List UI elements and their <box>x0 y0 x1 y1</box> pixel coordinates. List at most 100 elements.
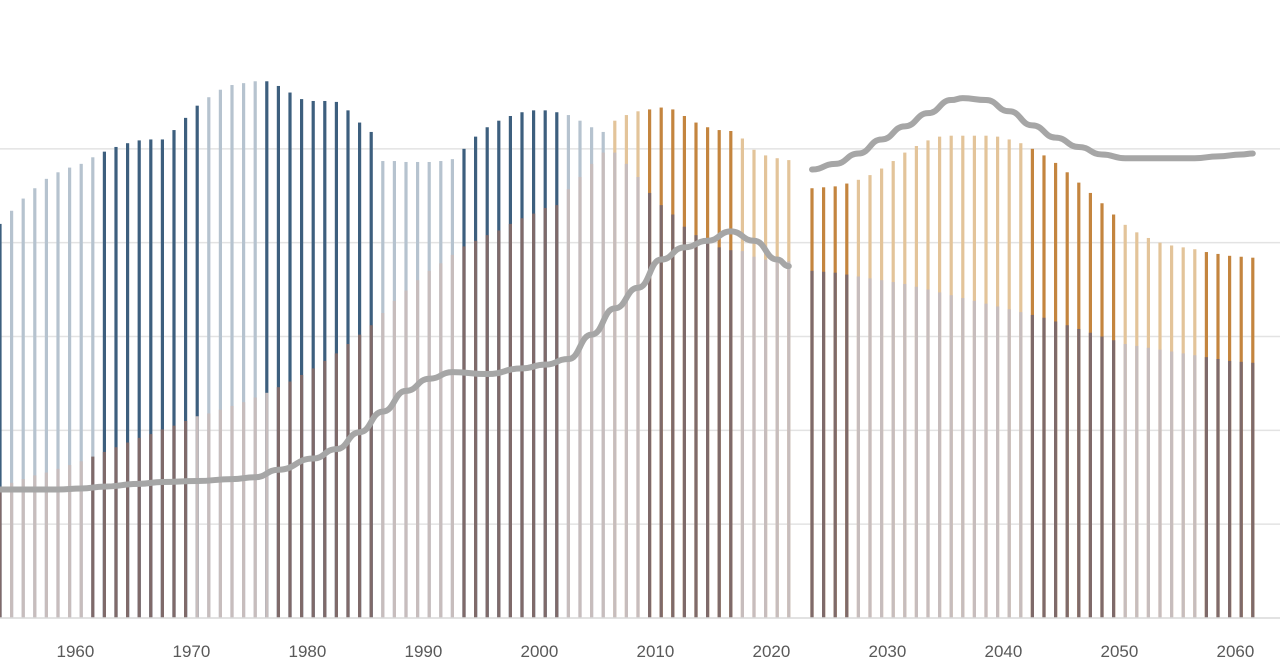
bar-lower <box>914 286 918 618</box>
bar-upper <box>149 139 153 618</box>
bar-lower <box>21 479 25 618</box>
bar-lower <box>218 409 222 618</box>
bar-upper <box>253 81 257 619</box>
bar-lower <box>311 368 315 618</box>
bar-upper <box>195 105 199 619</box>
gridlines <box>0 148 1280 525</box>
trend-line <box>0 95 1256 493</box>
bar-lower <box>752 256 756 618</box>
bar-lower <box>416 280 420 618</box>
bar-lower <box>207 413 211 618</box>
bar-lower <box>706 242 710 618</box>
bar-lower <box>1158 349 1162 618</box>
bar-lower <box>33 475 37 618</box>
x-tick-label: 1980 <box>288 642 326 661</box>
bar-lower <box>508 223 512 618</box>
bar-lower <box>590 163 594 618</box>
bar-lower <box>369 325 373 618</box>
bar-lower <box>740 251 744 618</box>
bar-lower <box>300 374 304 618</box>
x-tick-label: 2010 <box>636 642 674 661</box>
bar-lower <box>1042 317 1046 618</box>
bar-lower <box>1077 328 1081 618</box>
bar-lower <box>427 270 431 618</box>
bar-lower <box>787 261 791 618</box>
bar-upper <box>0 223 2 618</box>
bar-lower <box>91 456 95 618</box>
bar-lower <box>1239 361 1243 618</box>
bar-lower <box>1065 325 1069 618</box>
bar-upper <box>242 83 246 618</box>
trend-line-segment <box>809 95 1256 173</box>
bar-upper <box>230 85 234 618</box>
bar-lower <box>439 263 443 618</box>
bar-lower <box>972 300 976 618</box>
bar-lower <box>984 303 988 618</box>
bar-lower <box>671 214 675 618</box>
bar-lower <box>184 420 188 618</box>
bar-lower <box>79 461 83 618</box>
bar-lower <box>1204 357 1208 618</box>
bar-upper <box>126 143 130 618</box>
bar-lower <box>10 482 14 618</box>
bar-lower <box>346 344 350 618</box>
bar-lower <box>1054 321 1058 618</box>
bar-lower <box>404 290 408 618</box>
bar-lower <box>288 381 292 618</box>
bar-upper <box>323 100 327 618</box>
bar-lower <box>601 152 605 618</box>
bar-lower <box>764 259 768 618</box>
bar-lower <box>845 274 849 618</box>
bar-lower <box>555 205 559 618</box>
bar-lower <box>613 152 617 618</box>
bar-lower <box>891 282 895 618</box>
bar-upper <box>207 97 211 619</box>
bar-lower <box>242 402 246 618</box>
bar-lower <box>323 360 327 618</box>
bar-lower <box>0 486 2 618</box>
bar-lower <box>520 218 524 618</box>
bar-lower <box>149 434 153 618</box>
x-tick-label: 1970 <box>172 642 210 661</box>
bar-lower <box>126 442 130 618</box>
bar-lower <box>462 246 466 619</box>
bar-lower <box>102 451 106 618</box>
bar-lower <box>659 205 663 618</box>
bar-upper <box>68 167 72 618</box>
bar-lower <box>996 306 1000 618</box>
bar-lower <box>1030 314 1034 618</box>
bar-lower <box>810 270 814 618</box>
bars <box>0 81 1255 619</box>
bar-lower <box>949 295 953 618</box>
bar-lower <box>44 472 48 618</box>
bar-lower <box>833 272 837 618</box>
bar-lower <box>636 176 640 618</box>
bar-lower <box>1228 360 1232 618</box>
bar-lower <box>56 468 60 618</box>
bar-lower <box>137 437 141 618</box>
bar-lower <box>729 250 733 618</box>
x-tick-label: 2030 <box>868 642 906 661</box>
bar-lower <box>485 235 489 618</box>
bar-lower <box>532 213 536 618</box>
bar-upper <box>91 157 95 619</box>
bar-upper <box>10 210 14 618</box>
bar-lower <box>253 397 257 618</box>
bar-lower <box>880 280 884 618</box>
bar-lower <box>624 163 628 618</box>
x-tick-label: 2050 <box>1100 642 1138 661</box>
bar-lower <box>474 240 478 619</box>
bar-lower <box>1193 355 1197 618</box>
bar-lower <box>578 176 582 618</box>
bar-lower <box>1146 347 1150 618</box>
bar-lower <box>381 313 385 618</box>
bar-lower <box>903 283 907 618</box>
bar-upper <box>172 130 176 619</box>
bar-upper <box>44 178 48 619</box>
bar-lower <box>694 235 698 618</box>
x-tick-label: 2060 <box>1216 642 1254 661</box>
bar-upper <box>160 139 164 618</box>
bar-lower <box>1088 332 1092 618</box>
bar-lower <box>230 405 234 618</box>
